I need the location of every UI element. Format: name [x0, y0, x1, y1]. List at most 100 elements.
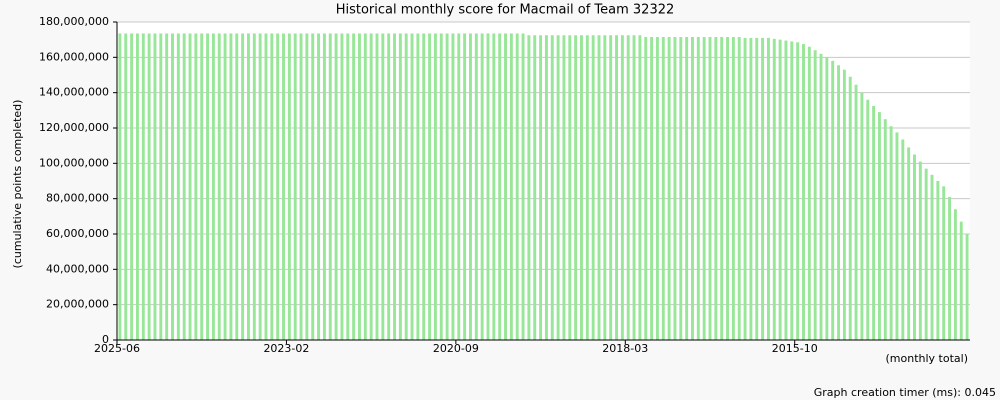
bar — [626, 35, 630, 340]
bar — [550, 35, 554, 340]
bar — [194, 33, 198, 340]
bar — [609, 35, 613, 340]
bar — [445, 33, 449, 340]
bar — [632, 35, 636, 340]
bar — [872, 105, 876, 341]
bar — [474, 33, 478, 340]
bar — [176, 33, 180, 340]
bar — [901, 139, 905, 340]
bar — [416, 33, 420, 340]
bar — [766, 37, 770, 341]
bar — [311, 33, 315, 340]
bar — [743, 37, 747, 341]
bar — [241, 33, 245, 340]
bar — [293, 33, 297, 340]
bar — [521, 33, 525, 340]
x-tick-label: 2018-03 — [602, 342, 648, 355]
bar — [685, 37, 689, 341]
bar — [574, 35, 578, 340]
bar — [299, 33, 303, 340]
bar — [135, 33, 139, 340]
bar — [813, 50, 817, 341]
y-axis-label: (cumulative points completed) — [11, 100, 24, 269]
bar — [515, 33, 519, 340]
bar — [159, 33, 163, 340]
bar — [661, 37, 665, 341]
bar — [580, 35, 583, 340]
bar — [556, 35, 560, 340]
y-tick-label: 60,000,000 — [46, 227, 109, 240]
bar — [393, 33, 396, 340]
bar — [568, 35, 572, 340]
bar — [778, 39, 782, 341]
bar — [720, 37, 724, 341]
y-tick-label: 20,000,000 — [46, 298, 109, 311]
bar — [889, 126, 893, 340]
bar — [708, 37, 712, 341]
bar — [223, 33, 227, 340]
bar — [772, 38, 776, 341]
bar — [428, 33, 432, 340]
y-tick-label: 120,000,000 — [39, 121, 109, 134]
bar — [848, 76, 852, 341]
bar — [486, 33, 490, 340]
bar — [369, 33, 373, 340]
bar — [334, 33, 338, 340]
bar — [562, 35, 566, 340]
footer: Graph creation timer (ms): 0.045 — [814, 386, 996, 399]
x-tick-label: 2020-09 — [433, 342, 479, 355]
bar — [322, 33, 326, 340]
bar — [433, 33, 437, 340]
bar — [182, 33, 186, 340]
bar — [591, 35, 595, 340]
bar — [246, 33, 250, 340]
bar — [749, 37, 753, 341]
bar — [492, 33, 496, 340]
bar — [679, 37, 683, 341]
bar — [924, 168, 928, 340]
bar — [965, 234, 969, 340]
bar — [533, 35, 537, 340]
bar — [363, 33, 367, 340]
bar — [948, 196, 952, 340]
bar — [831, 60, 835, 340]
bar — [615, 35, 618, 340]
bar — [702, 37, 706, 341]
bar — [317, 33, 321, 340]
bar — [439, 33, 443, 340]
bar — [913, 154, 916, 340]
bar — [229, 33, 233, 340]
bar — [276, 33, 280, 340]
bar — [860, 92, 864, 341]
y-tick-label: 80,000,000 — [46, 192, 109, 205]
bar — [539, 35, 543, 340]
bar — [930, 174, 934, 340]
y-tick-label: 160,000,000 — [39, 50, 109, 63]
y-tick-label: 0 — [102, 333, 109, 346]
bar — [802, 44, 805, 340]
bar — [655, 37, 659, 341]
bar — [726, 37, 729, 341]
bar — [410, 33, 414, 340]
bar — [936, 181, 940, 340]
bar — [714, 37, 718, 341]
bar — [737, 37, 741, 341]
bar — [264, 33, 268, 340]
bar — [731, 37, 735, 341]
bar — [877, 112, 881, 340]
bar — [544, 35, 548, 340]
bar — [895, 132, 899, 340]
bar — [211, 33, 215, 340]
bar — [171, 33, 174, 340]
x-axis-label: (monthly total) — [886, 352, 969, 365]
bar — [673, 37, 677, 341]
bar — [147, 33, 151, 340]
bar — [638, 35, 642, 340]
bar — [130, 33, 134, 340]
bar — [819, 53, 823, 341]
bar — [527, 35, 531, 340]
bar — [381, 33, 385, 340]
bar — [398, 33, 402, 340]
bar — [480, 33, 484, 340]
bar — [206, 33, 210, 340]
